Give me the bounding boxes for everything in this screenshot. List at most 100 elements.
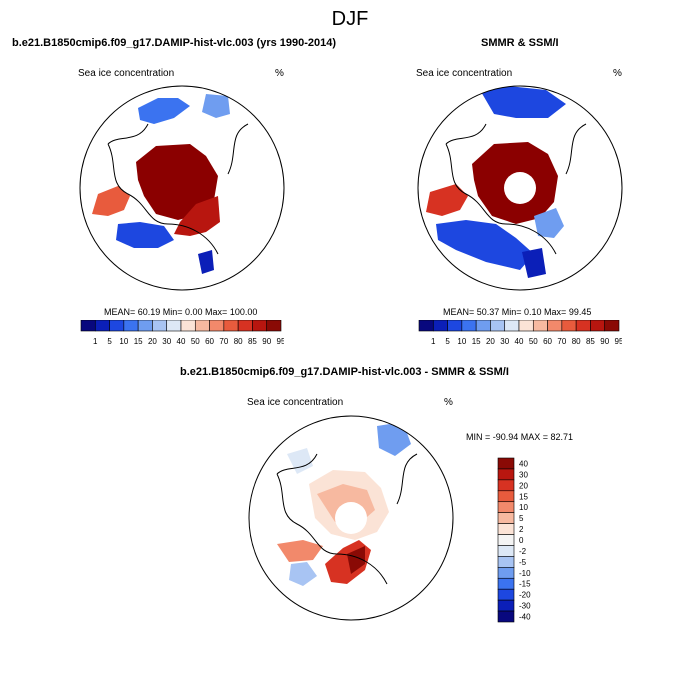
colorbar-swatch [497,501,515,513]
colorbar-tick-label: -40 [519,613,531,622]
colorbar-swatch [418,320,434,332]
colorbar-tick-label: 85 [248,337,257,346]
colorbar-tick-label: 60 [543,337,552,346]
colorbar-swatch [497,490,515,503]
colorbar-tick-label: 30 [500,337,509,346]
diff-panel-map-boundary [248,415,454,621]
colorbar-swatch [497,512,515,524]
colorbar-tick-label: -15 [519,580,531,589]
colorbar-swatch [604,320,620,332]
colorbar-tick-label: 80 [234,337,243,346]
colorbar-tick-label: 90 [262,337,271,346]
colorbar-swatch [223,320,239,332]
colorbar-tick-label: 20 [486,337,495,346]
colorbar-tick-label: 20 [519,481,528,490]
diff-panel-variable-label: Sea ice concentration [247,397,344,408]
colorbar-tick-label: 95 [615,337,622,346]
panel-1-central-arctic-ice [136,144,218,220]
colorbar-tick-label: 40 [177,337,186,346]
colorbar-tick-label: 50 [191,337,200,346]
colorbar-swatch [497,523,515,535]
colorbar-swatch [109,320,125,332]
colorbar-tick-label: 10 [519,503,528,512]
colorbar-swatch [497,577,515,590]
colorbar-tick-label: 10 [457,337,466,346]
colorbar-swatch [237,320,253,332]
colorbar-tick-label: 40 [515,337,524,346]
colorbar-tick-label: 10 [119,337,128,346]
colorbar-tick-label: 50 [529,337,538,346]
colorbar-swatch [497,599,515,612]
panel-2-colorbar: 1510152030405060708085909597 [418,320,622,346]
panel-1-barents-ice [174,196,220,236]
colorbar-tick-label: 5 [107,337,112,346]
colorbar-swatch [575,320,591,332]
colorbar-swatch [94,320,110,332]
panel-1-colorbar: 1510152030405060708085909597 [80,320,284,346]
colorbar-swatch [475,320,491,332]
diff-panel-title: b.e21.B1850cmip6.f09_g17.DAMIP-hist-vlc.… [180,366,509,378]
diff-panel-coastlines [276,453,418,585]
colorbar-swatch [590,320,606,332]
panel-1-labrador-ice [138,98,190,124]
panel-1-coastlines [107,123,249,255]
colorbar-tick-label: -10 [519,569,531,578]
colorbar-tick-label: 80 [572,337,581,346]
panel-1-stats: MEAN= 60.19 Min= 0.00 Max= 100.00 [104,307,258,317]
panel-2-bering-ice [426,184,468,216]
colorbar-swatch [80,320,96,332]
colorbar-tick-label: 95 [277,337,284,346]
colorbar-tick-label: -20 [519,591,531,600]
panel-2-labrador-ice [480,86,566,118]
colorbar-swatch [497,534,515,546]
colorbar-swatch [532,320,548,332]
colorbar-tick-label: -30 [519,602,531,611]
panel-2-hudson-ice [522,248,546,278]
panel-1-bering-ice [92,186,130,216]
colorbar-tick-label: 2 [519,525,524,534]
diff-panel-baffin-neutral [287,448,313,474]
diff-panel-bering-positive [277,540,323,562]
colorbar-tick-label: 15 [472,337,481,346]
colorbar-tick-label: 70 [557,337,566,346]
panel-2-pole-hole [504,172,536,204]
colorbar-swatch [266,320,282,332]
panel-1-map [79,85,285,291]
colorbar-swatch [547,320,563,332]
colorbar-tick-label: 70 [219,337,228,346]
colorbar-swatch [497,610,515,623]
panel-1-okhotsk-ice [116,222,174,248]
colorbar-tick-label: 0 [519,536,524,545]
diff-panel-map [248,415,454,621]
panel-1-map-boundary [79,85,285,291]
panel-2-okhotsk-ice [436,220,534,270]
colorbar-tick-label: 20 [148,337,157,346]
colorbar-tick-label: -5 [519,558,527,567]
panel-1-baltic-ice [202,94,230,118]
colorbar-swatch [497,567,515,579]
panel-2-stats: MEAN= 50.37 Min= 0.10 Max= 99.45 [443,307,592,317]
colorbar-swatch [194,320,210,332]
panel-2-title: SMMR & SSM/I [481,37,559,49]
panel-2-variable-label: Sea ice concentration [416,68,513,79]
colorbar-tick-label: 15 [134,337,143,346]
colorbar-swatch [497,468,515,481]
colorbar-tick-label: 60 [205,337,214,346]
panel-1-variable-label: Sea ice concentration [78,68,175,79]
colorbar-swatch [490,320,506,332]
colorbar-tick-label: 1 [431,337,436,346]
colorbar-swatch [497,479,515,492]
colorbar-swatch [497,556,515,568]
colorbar-tick-label: 40 [519,459,528,468]
colorbar-swatch [497,588,515,601]
colorbar-tick-label: 30 [162,337,171,346]
colorbar-tick-label: 15 [519,492,528,501]
colorbar-tick-label: -2 [519,547,527,556]
colorbar-swatch [137,320,153,332]
diff-panel-minmax: MIN = -90.94 MAX = 82.71 [466,432,574,442]
diff-panel-okhotsk-max [347,546,365,574]
colorbar-swatch [447,320,463,332]
colorbar-swatch [497,457,515,470]
colorbar-swatch [252,320,268,332]
